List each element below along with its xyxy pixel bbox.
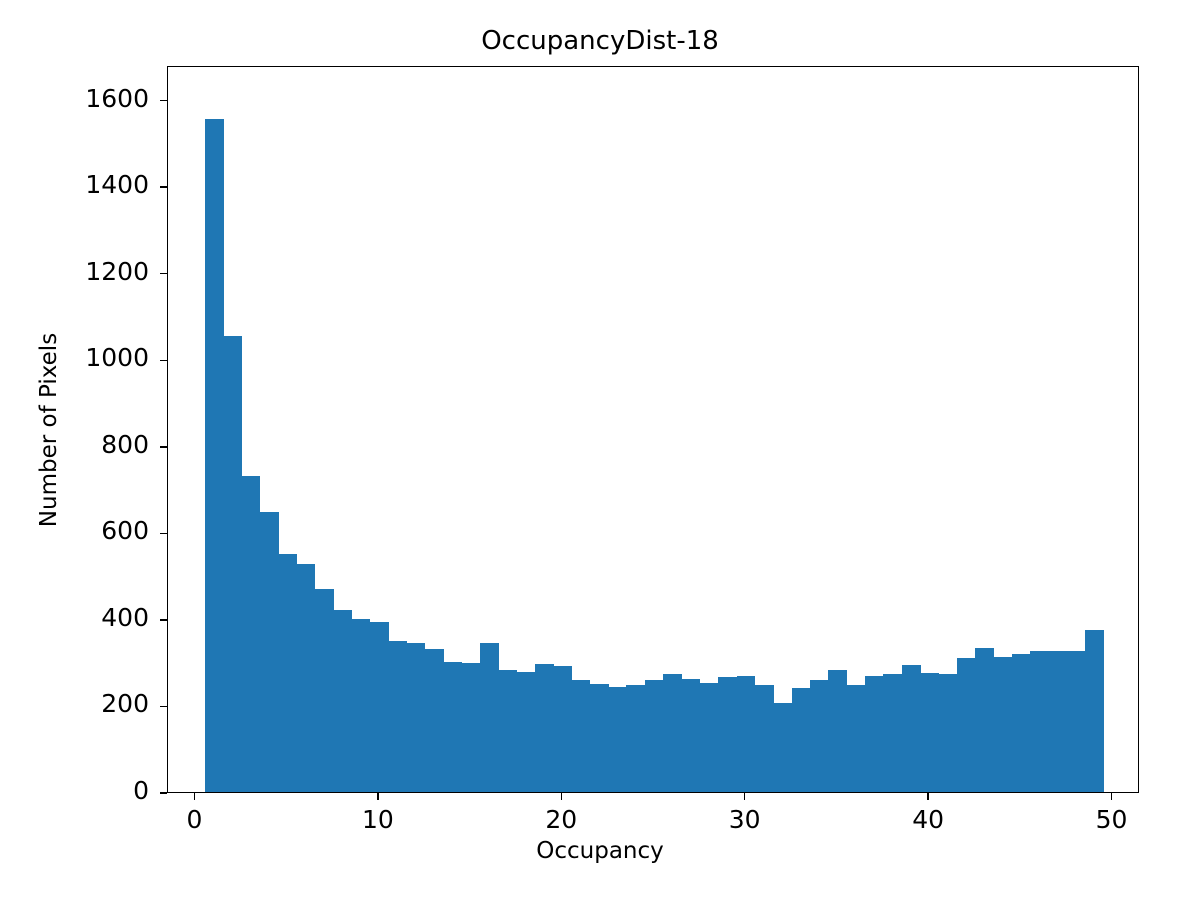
histogram-bar <box>993 657 1013 792</box>
histogram-bar <box>259 511 279 792</box>
x-axis-tick-label: 30 <box>728 805 761 834</box>
y-axis-tick-mark <box>160 446 167 448</box>
y-axis-tick-label: 1200 <box>85 256 149 286</box>
histogram-bar <box>828 669 848 792</box>
y-axis-tick-mark <box>160 532 167 535</box>
histogram-bar <box>681 678 701 792</box>
histogram-bar <box>443 662 463 792</box>
x-axis-tick-label: 0 <box>186 805 203 834</box>
y-axis-tick-label: 600 <box>101 516 149 546</box>
histogram-bar <box>388 640 407 792</box>
histogram-bar <box>498 669 518 792</box>
histogram-bar <box>864 676 884 792</box>
histogram-bar <box>901 665 921 792</box>
histogram-bar <box>699 682 719 792</box>
chart-title: OccupancyDist-18 <box>481 26 719 56</box>
histogram-bar <box>589 683 609 792</box>
y-axis-tick-mark <box>160 359 167 361</box>
x-axis-tick-label: 10 <box>361 805 394 834</box>
histogram-bar <box>974 648 994 792</box>
histogram-bar <box>644 680 664 792</box>
x-axis-tick-label: 40 <box>912 805 944 834</box>
histogram-bar <box>626 685 646 792</box>
histogram-bar <box>938 673 958 792</box>
histogram-bar <box>571 679 591 792</box>
histogram-bar <box>278 554 297 792</box>
histogram-bar <box>534 664 554 792</box>
y-axis-tick-mark <box>160 619 167 621</box>
histogram-bar <box>351 618 371 792</box>
histogram-bar <box>461 663 481 792</box>
y-axis-tick-mark <box>160 186 167 188</box>
histogram-bar <box>663 674 683 792</box>
histogram-bar <box>1011 654 1031 792</box>
y-axis-tick-label: 200 <box>101 689 149 719</box>
histogram-bar <box>919 672 939 792</box>
y-axis-tick-label: 1000 <box>85 343 149 373</box>
histogram-bar <box>1029 650 1049 792</box>
x-axis-tick-mark <box>193 793 196 800</box>
y-axis-tick-mark <box>160 705 167 708</box>
histogram-bar <box>754 685 774 792</box>
y-axis-tick-label: 1600 <box>85 83 149 113</box>
histogram-bar <box>1048 651 1068 792</box>
y-axis-tick-label: 800 <box>101 429 149 459</box>
histogram-bar <box>314 588 334 792</box>
x-axis-tick-label: 20 <box>545 805 578 834</box>
histogram-bar <box>1084 629 1104 792</box>
histogram-bar <box>516 671 536 792</box>
y-axis-tick-mark <box>160 273 167 275</box>
histogram-bar <box>608 686 628 792</box>
histogram-bar <box>369 622 389 792</box>
histogram-bar <box>296 563 316 792</box>
histogram-bar <box>883 674 903 792</box>
histogram-bar <box>773 703 793 792</box>
histogram-bar <box>956 657 976 792</box>
histogram-bar <box>791 687 811 792</box>
histogram-bar <box>846 684 866 792</box>
x-axis-tick-mark <box>743 793 746 800</box>
x-axis-tick-mark <box>377 793 379 800</box>
y-axis-tick-mark <box>160 99 167 102</box>
x-axis-tick-mark <box>1110 793 1113 800</box>
x-axis-label: Occupancy <box>536 838 664 864</box>
y-axis-tick-label: 400 <box>101 602 149 632</box>
histogram-bars <box>168 67 1138 792</box>
histogram-bar <box>479 642 499 792</box>
histogram-bar <box>241 476 261 792</box>
plot-area <box>167 66 1139 793</box>
x-axis-tick-mark <box>560 793 562 800</box>
histogram-bar <box>553 665 573 792</box>
y-axis-tick-mark <box>160 792 167 794</box>
histogram-bar <box>1066 650 1086 792</box>
histogram-bar <box>809 679 829 792</box>
histogram-bar <box>204 118 224 792</box>
histogram-bar <box>718 677 738 792</box>
y-axis-tick-label: 1400 <box>85 170 149 200</box>
histogram-bar <box>223 336 242 792</box>
histogram-bar <box>424 649 444 792</box>
x-axis-tick-label: 50 <box>1095 805 1128 834</box>
y-axis-tick-label: 0 <box>133 776 149 805</box>
x-axis-tick-mark <box>927 793 929 800</box>
histogram-bar <box>333 610 352 792</box>
histogram-bar <box>406 642 426 792</box>
histogram-bar <box>736 676 756 792</box>
